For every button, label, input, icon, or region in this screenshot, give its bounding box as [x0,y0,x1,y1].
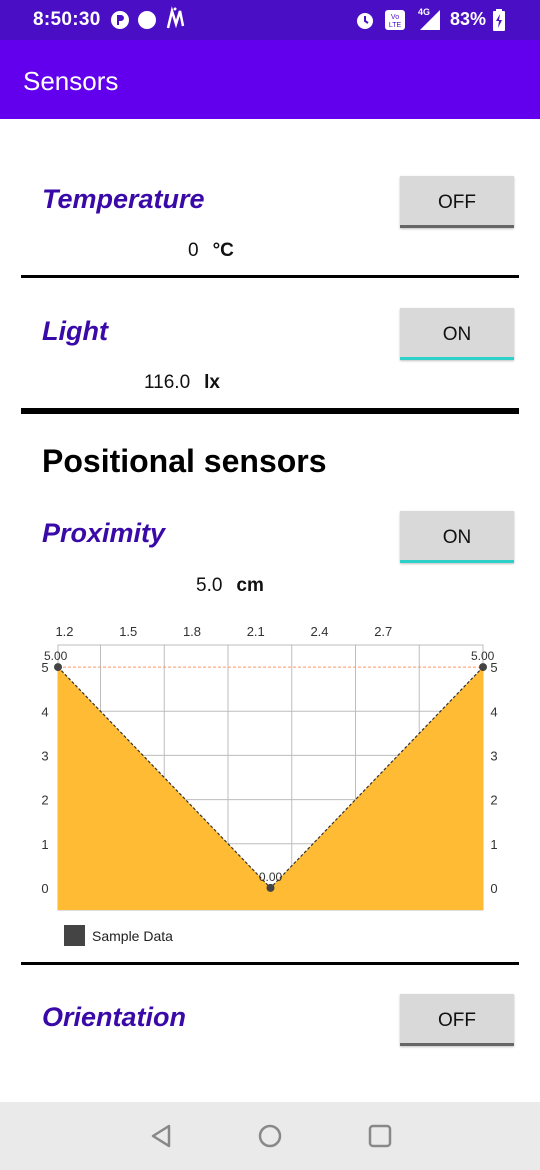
data-point [479,663,487,672]
network-type: 4G [418,7,431,17]
app-bar: Sensors [0,40,540,119]
home-icon[interactable] [254,1120,286,1152]
x-tick-label: 2.4 [310,624,328,639]
divider [21,275,519,278]
y-tick-label-left: 4 [41,704,48,719]
data-label: 5.00 [471,649,495,663]
data-point [54,663,62,672]
status-time: 8:50:30 [33,9,101,30]
proximity-unit: cm [236,575,264,596]
x-tick-label: 2.7 [374,624,392,639]
orientation-toggle-button[interactable]: OFF [400,994,514,1046]
data-label: 0.00 [259,870,283,884]
temperature-unit: °C [212,240,234,261]
back-icon[interactable] [145,1120,177,1152]
y-tick-label-left: 0 [41,881,48,896]
y-tick-label-right: 0 [490,881,497,896]
legend-label: Sample Data [92,928,173,944]
data-label: 5.00 [44,649,68,663]
app-title: Sensors [23,66,119,96]
proximity-reading: 5.0 cm [196,575,264,597]
temperature-toggle-label: OFF [438,192,476,213]
button-underline [400,1043,514,1046]
y-tick-label-right: 4 [490,704,497,719]
proximity-toggle-label: ON [442,527,472,548]
battery-icon [493,9,505,31]
alarm-icon [357,13,373,29]
temperature-toggle-button[interactable]: OFF [400,176,514,228]
light-toggle-button[interactable]: ON [400,308,514,360]
y-tick-label-left: 5 [41,660,48,675]
proximity-toggle-button[interactable]: ON [400,511,514,563]
temperature-reading: 0 °C [188,240,234,262]
temperature-value: 0 [188,240,199,261]
circle-icon [138,11,156,29]
light-value: 116.0 [144,372,191,393]
proximity-value: 5.0 [196,575,223,596]
button-underline [400,560,514,563]
orientation-toggle-label: OFF [438,1010,476,1031]
y-tick-label-right: 2 [490,793,497,808]
light-reading: 116.0 lx [144,372,220,394]
y-tick-label-right: 1 [490,837,497,852]
divider [21,962,519,965]
positional-heading: Positional sensors [42,443,327,479]
light-label: Light [42,316,108,346]
button-underline [400,225,514,228]
p-icon [111,11,129,29]
x-tick-label: 2.1 [247,624,265,639]
x-tick-label: 1.5 [119,624,137,639]
area-fill [58,667,483,910]
light-unit: lx [204,372,220,393]
y-tick-label-left: 3 [41,748,48,763]
proximity-label: Proximity [42,518,166,548]
m-logo-icon [166,6,185,29]
proximity-chart: 1.2 1.5 1.8 2.1 2.4 2.70 01 12 23 34 45 55.000.005.… [41,624,498,911]
y-tick-label-left: 1 [41,837,48,852]
y-tick-label-left: 2 [41,793,48,808]
temperature-label: Temperature [42,184,205,214]
orientation-label: Orientation [42,1002,187,1032]
battery-percent: 83% [450,9,487,29]
data-point [266,883,275,892]
divider-thick [21,408,519,414]
button-underline [400,357,514,360]
navigation-bar [0,1102,540,1170]
signal-icon [420,10,440,30]
light-toggle-label: ON [442,324,472,345]
svg-text:LTE: LTE [389,22,402,29]
recents-icon[interactable] [364,1120,396,1152]
y-tick-label-right: 3 [490,748,497,763]
x-tick-label: 1.2 [55,624,73,639]
svg-text:Vo: Vo [391,14,399,21]
status-bar: 8:50:30 Vo LTE 4G 83% [0,0,540,40]
x-tick-label: 1.8 [183,624,201,639]
legend-swatch [64,925,85,946]
y-tick-label-right: 5 [490,660,497,675]
